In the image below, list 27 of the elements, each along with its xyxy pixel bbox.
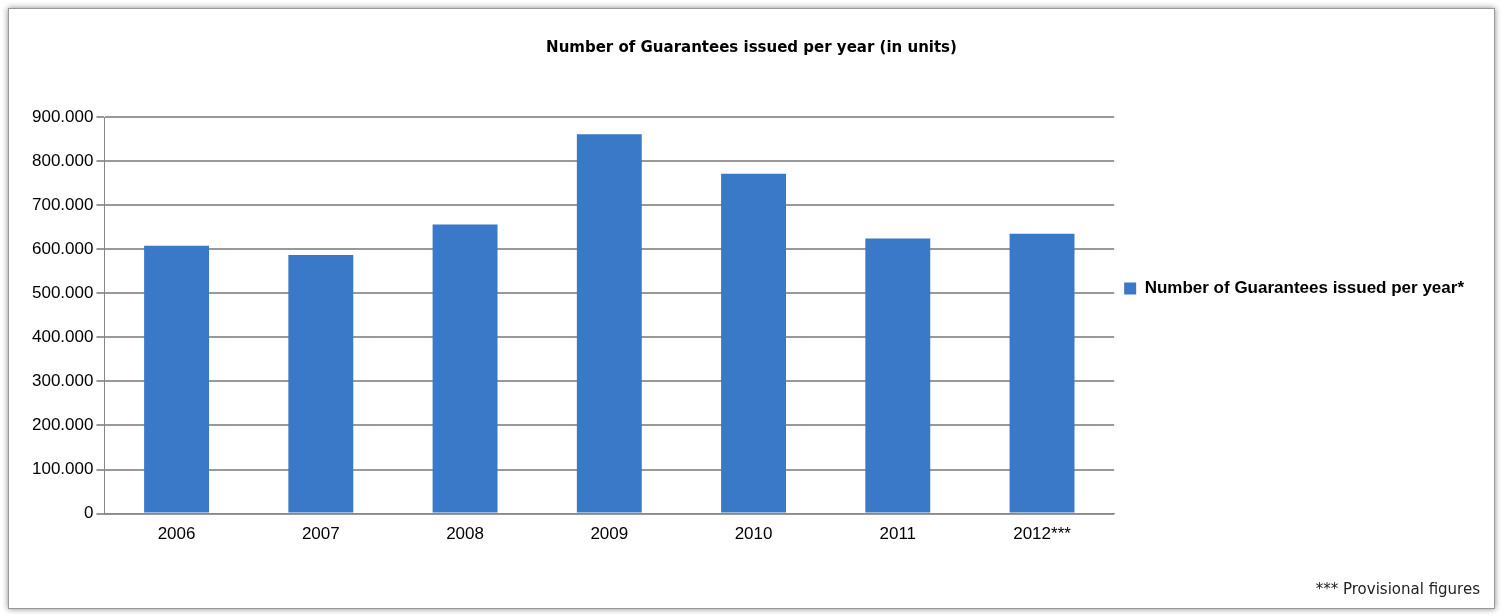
y-tick-label: 300.000: [32, 371, 94, 391]
x-tick-label: 2009: [590, 524, 629, 544]
x-tick-label: 2011: [879, 524, 917, 544]
x-tick-label: 2006: [157, 524, 196, 544]
y-tick-label: 200.000: [32, 415, 94, 435]
y-tick-label: 700.000: [32, 194, 94, 214]
bar: [865, 238, 931, 513]
text: *** Provisional figures: [1315, 580, 1481, 598]
bar: [721, 173, 787, 513]
y-tick-label: 900.000: [32, 106, 94, 126]
y-tick-label: 400.000: [32, 327, 94, 347]
x-tick-label: 2010: [734, 524, 773, 544]
bar: [144, 245, 210, 513]
y-tick-label: 500.000: [32, 282, 94, 302]
x-tick-label: 2007: [301, 524, 340, 544]
legend-label: Number of Guarantees issued per year*: [1144, 278, 1465, 298]
x-tick-label: 2012***: [1013, 524, 1072, 544]
bar: [288, 254, 354, 513]
y-tick-label: 0: [83, 503, 94, 523]
y-tick-label: 800.000: [32, 150, 94, 170]
bar: [432, 224, 498, 513]
y-tick-label: 100.000: [32, 459, 94, 479]
y-tick-label: 600.000: [32, 238, 94, 258]
bar: [576, 134, 642, 513]
bar: [1009, 233, 1075, 513]
x-tick-label: 2008: [446, 524, 484, 544]
chart-title: Number of Guarantees issued per year (in units): [546, 37, 957, 56]
